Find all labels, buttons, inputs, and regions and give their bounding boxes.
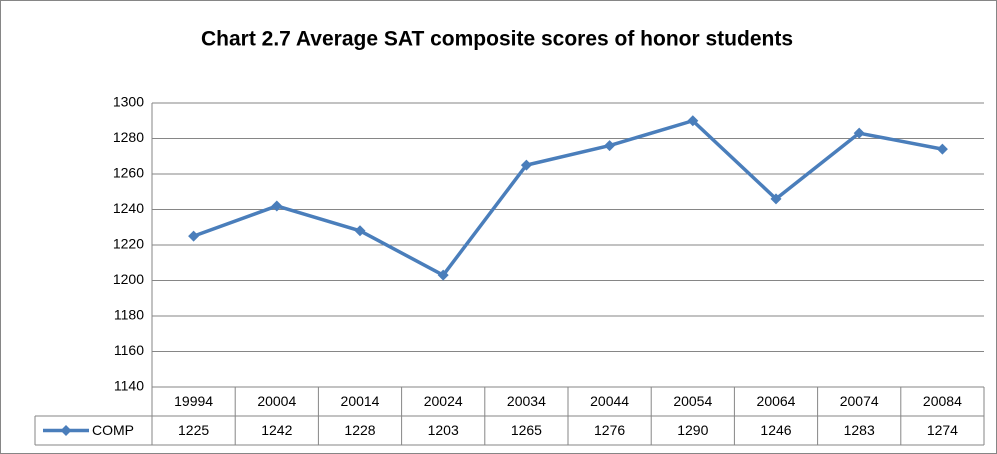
series-line	[193, 119, 943, 277]
x-tick-label: 19994	[174, 393, 213, 409]
chart-title: Chart 2.7 Average SAT composite scores o…	[201, 28, 793, 51]
table-value: 1274	[927, 422, 958, 438]
data-point	[770, 193, 782, 205]
legend-label: COMP	[92, 422, 134, 438]
table-value: 1276	[594, 422, 625, 438]
y-tick-label: 1280	[113, 129, 144, 145]
x-tick-label: 20064	[757, 393, 796, 409]
data-point	[853, 127, 865, 139]
data-point	[271, 200, 283, 212]
data-point	[604, 140, 616, 152]
data-point	[687, 115, 699, 127]
legend-marker	[60, 425, 72, 436]
x-tick-label: 20024	[424, 393, 463, 409]
x-tick-label: 20014	[341, 393, 380, 409]
x-tick-label: 20004	[257, 393, 296, 409]
table-value: 1290	[677, 422, 708, 438]
y-tick-label: 1180	[114, 307, 144, 323]
x-tick-label: 20054	[673, 393, 712, 409]
y-tick-label: 1240	[113, 200, 144, 216]
data-point	[354, 225, 366, 237]
table-value: 1246	[760, 422, 791, 438]
table-value: 1228	[344, 422, 375, 438]
x-tick-label: 20074	[840, 393, 879, 409]
x-tick-label: 20044	[590, 393, 629, 409]
table-value: 1225	[178, 422, 209, 438]
y-tick-label: 1140	[114, 378, 144, 394]
x-tick-label: 20034	[507, 393, 546, 409]
table-value: 1203	[428, 422, 459, 438]
x-tick-label: 20084	[923, 393, 962, 409]
data-point	[520, 159, 532, 171]
table-value: 1265	[511, 422, 542, 438]
y-tick-label: 1300	[113, 94, 144, 110]
y-tick-label: 1200	[113, 271, 144, 287]
y-tick-label: 1160	[114, 342, 144, 358]
data-point	[188, 230, 200, 242]
table-value: 1242	[261, 422, 292, 438]
table-value: 1283	[844, 422, 875, 438]
y-tick-label: 1260	[113, 165, 144, 181]
data-point	[437, 269, 449, 281]
data-point	[936, 143, 948, 155]
y-tick-label: 1220	[113, 236, 144, 252]
